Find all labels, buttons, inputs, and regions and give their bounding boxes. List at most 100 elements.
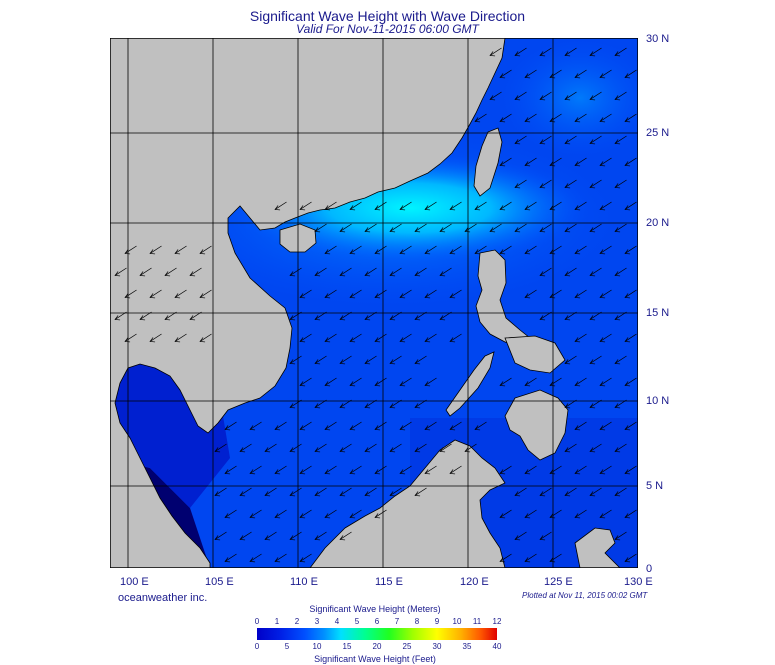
wave-arrow xyxy=(499,553,512,562)
wave-arrow-head xyxy=(514,535,521,541)
wave-arrow xyxy=(114,267,127,276)
wave-arrow xyxy=(389,223,402,232)
wave-arrow xyxy=(164,267,177,276)
wave-arrow xyxy=(574,113,587,122)
wave-arrow-head xyxy=(614,139,621,145)
wave-arrow xyxy=(249,465,262,474)
wave-arrow xyxy=(299,289,312,298)
wave-arrow xyxy=(424,201,437,210)
wave-arrow-head xyxy=(339,447,346,453)
wave-arrow-head xyxy=(239,447,246,453)
wave-arrow xyxy=(489,223,502,232)
wave-arrow xyxy=(614,47,627,56)
wave-arrow xyxy=(574,157,587,166)
wave-arrow-head xyxy=(614,51,621,57)
wave-arrow xyxy=(624,377,637,386)
wave-arrow xyxy=(589,399,602,408)
wave-arrow-head xyxy=(564,183,571,189)
wave-arrow xyxy=(114,311,127,320)
colorbar-title-feet: Significant Wave Height (Feet) xyxy=(314,654,436,664)
lon-label-105e: 105 E xyxy=(205,576,234,588)
wave-arrow xyxy=(314,267,327,276)
land-borneo xyxy=(309,439,506,568)
wave-arrow xyxy=(449,245,462,254)
wave-arrow-head xyxy=(274,205,281,211)
wave-arrow-head xyxy=(564,51,571,57)
wave-arrow xyxy=(224,553,237,562)
lon-label-120e: 120 E xyxy=(460,576,489,588)
wave-arrow xyxy=(624,333,637,342)
wave-arrow xyxy=(524,377,537,386)
wave-arrow-head xyxy=(349,249,356,255)
feet-tick: 30 xyxy=(432,642,442,651)
wave-arrow xyxy=(624,553,637,562)
lat-label-25n: 25 N xyxy=(646,127,670,139)
wave-arrow xyxy=(524,157,537,166)
wave-arrow xyxy=(324,245,337,254)
wave-arrow-head xyxy=(364,447,371,453)
wave-arrow-head xyxy=(414,227,421,233)
wave-arrow xyxy=(624,157,637,166)
wave-arrow xyxy=(314,223,327,232)
wave-arrow-head xyxy=(314,271,321,277)
wave-arrow xyxy=(324,509,337,518)
wave-arrow-head xyxy=(624,513,631,519)
lon-label-115e: 115 E xyxy=(375,576,403,588)
wave-arrow-head xyxy=(299,381,306,387)
wave-arrow-head xyxy=(399,469,406,475)
wave-arrow xyxy=(524,289,537,298)
wave-arrow xyxy=(289,531,302,540)
wave-arrow-head xyxy=(574,249,581,255)
wave-arrow-head xyxy=(364,271,371,277)
wave-arrow-head xyxy=(264,535,271,541)
wave-arrow-head xyxy=(624,293,631,299)
lon-label-125e: 125 E xyxy=(544,576,573,588)
wave-arrow-head xyxy=(589,51,596,57)
credit-text: oceanweather inc. xyxy=(118,592,208,604)
wave-arrow xyxy=(524,201,537,210)
wave-arrow-head xyxy=(549,513,556,519)
wave-arrow xyxy=(539,487,552,496)
wave-arrow xyxy=(224,465,237,474)
colorbar xyxy=(257,628,497,640)
wave-arrow xyxy=(249,421,262,430)
feet-tick: 35 xyxy=(462,642,472,651)
wave-arrow xyxy=(414,443,427,452)
wave-arrow xyxy=(139,267,152,276)
wave-arrow-head xyxy=(549,381,556,387)
wave-arrow xyxy=(614,135,627,144)
wave-arrow xyxy=(489,91,502,100)
wave-arrow-head xyxy=(389,447,396,453)
wave-arrow-head xyxy=(374,513,381,519)
wave-arrow-head xyxy=(589,447,596,453)
wave-arrow-head xyxy=(599,73,606,79)
wave-arrow-head xyxy=(214,491,221,497)
wave-arrow-head xyxy=(474,205,481,211)
wave-arrow xyxy=(599,421,612,430)
wave-arrow xyxy=(239,487,252,496)
wave-arrow-head xyxy=(589,183,596,189)
wave-arrow-head xyxy=(299,513,306,519)
wave-arrow-head xyxy=(424,249,431,255)
wave-arrow-head xyxy=(589,271,596,277)
wave-arrow xyxy=(599,377,612,386)
wave-arrow xyxy=(589,355,602,364)
wave-arrow xyxy=(274,465,287,474)
wave-arrow xyxy=(149,245,162,254)
wave-arrow-head xyxy=(414,359,421,365)
wave-arrow xyxy=(274,201,287,210)
wave-arrow xyxy=(524,509,537,518)
wave-arrow-head xyxy=(439,315,446,321)
wave-arrow-head xyxy=(549,205,556,211)
wave-arrow xyxy=(399,245,412,254)
wave-arrow xyxy=(439,443,452,452)
wave-arrow xyxy=(549,157,562,166)
wave-arrow-head xyxy=(289,491,296,497)
wave-arrow xyxy=(349,377,362,386)
wave-arrow xyxy=(274,553,287,562)
wave-arrow-head xyxy=(499,205,506,211)
wave-arrow xyxy=(289,355,302,364)
wave-arrow-head xyxy=(314,227,321,233)
wave-arrow-head xyxy=(599,469,606,475)
wave-arrow xyxy=(299,465,312,474)
